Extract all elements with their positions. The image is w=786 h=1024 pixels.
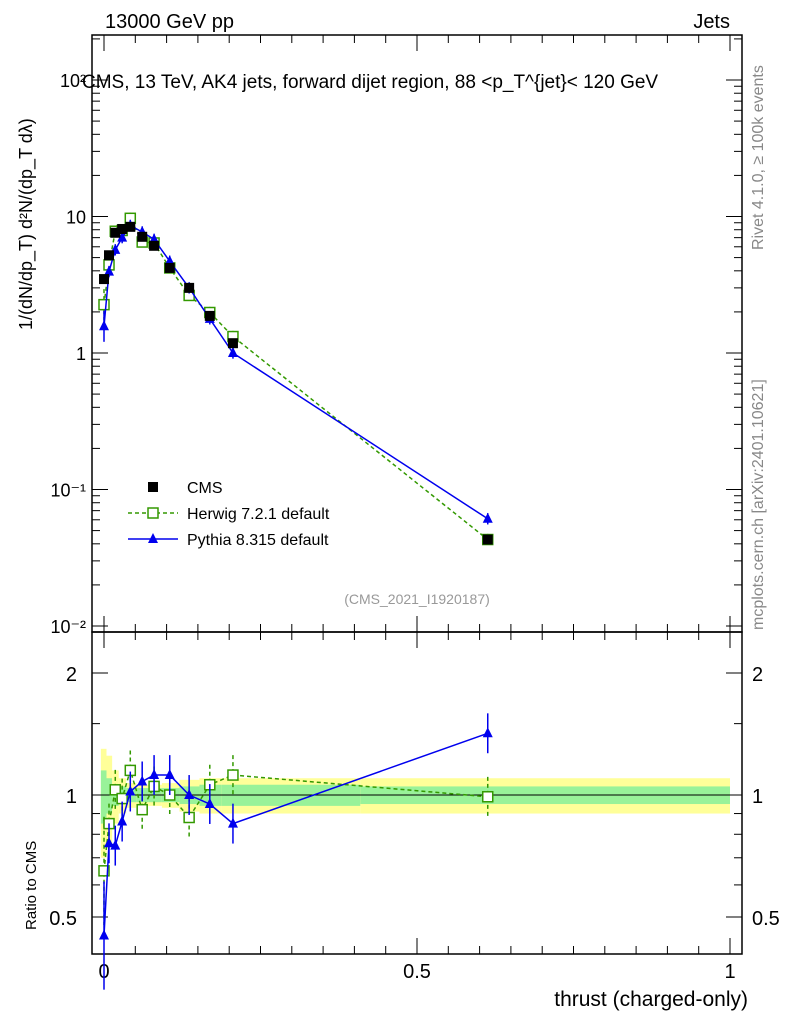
ratio-tick-label: 2 <box>66 664 77 686</box>
ratio-ylabel: Ratio to CMS <box>23 841 40 930</box>
herwig-point <box>109 784 122 796</box>
cms-point <box>149 240 160 251</box>
herwig-line <box>103 216 489 541</box>
cms-point <box>125 221 136 232</box>
cms-point <box>227 338 238 349</box>
legend-label-pythia: Pythia 8.315 default <box>187 532 329 549</box>
herwig-point <box>227 769 239 781</box>
ratio-tick-label: 0.5 <box>49 908 77 930</box>
y-tick-label: 10⁻² <box>50 617 86 637</box>
pythia-point <box>99 320 109 331</box>
cms-point <box>164 262 175 273</box>
y-tick-label: 10 <box>66 208 86 228</box>
cms-point <box>110 227 121 238</box>
y-tick-label: 1 <box>76 344 86 364</box>
analysis-annotation: (CMS_2021_I1920187) <box>344 591 490 607</box>
ratio-tick-label-right: 0.5 <box>752 908 780 930</box>
pythia-point <box>184 789 195 799</box>
cms-point <box>204 310 215 321</box>
cms-point <box>104 250 115 261</box>
y-tick-label: 10⁻¹ <box>50 481 86 501</box>
pythia-point <box>227 347 238 357</box>
pythia-point <box>125 785 136 796</box>
herwig-point <box>98 298 110 311</box>
mcplots-label: mcplots.cern.ch [arXiv:2401.10621] <box>750 379 767 630</box>
herwig-line <box>103 767 488 871</box>
cms-point <box>184 282 195 293</box>
header-right: Jets <box>693 11 730 33</box>
pythia-point <box>164 769 175 780</box>
pythia-point <box>104 837 115 848</box>
x-tick-label: 0.5 <box>403 961 431 983</box>
pythia-point <box>204 798 215 809</box>
ratio-tick-label-right: 1 <box>752 786 763 808</box>
legend-herwig-marker <box>147 507 159 519</box>
pythia-point <box>117 231 128 242</box>
legend-cms-marker <box>148 482 158 492</box>
herwig-point <box>481 791 494 803</box>
pythia-point <box>104 265 115 276</box>
cms-point <box>482 534 493 545</box>
ratio-tick-label-right: 2 <box>752 664 763 686</box>
x-tick-label: 1 <box>724 961 735 983</box>
pythia-point <box>110 839 121 850</box>
pythia-point <box>482 727 493 738</box>
pythia-point <box>227 817 238 828</box>
pythia-point <box>164 255 175 266</box>
main-title: CMS, 13 TeV, AK4 jets, forward dijet reg… <box>82 72 658 93</box>
rivet-label: Rivet 4.1.0, ≥ 100k events <box>750 65 767 250</box>
pythia-point <box>99 929 109 940</box>
pythia-point <box>137 775 148 786</box>
pythia-point <box>482 512 493 523</box>
y-tick-label: 10² <box>60 71 86 91</box>
main-ylabel: 1/(dN/dp_T) d²N/(dp_T dλ) <box>16 118 37 330</box>
pythia-point <box>149 769 160 780</box>
legend-label-herwig: Herwig 7.2.1 default <box>187 506 330 523</box>
stat-uncertainty-band <box>100 770 107 824</box>
pythia-point <box>117 815 128 826</box>
header-left: 13000 GeV pp <box>105 11 234 33</box>
herwig-point <box>136 803 148 816</box>
pythia-line <box>103 224 489 520</box>
legend-pythia-marker <box>148 533 158 543</box>
herwig-point <box>98 865 110 877</box>
stat-uncertainty-band <box>106 778 113 814</box>
cms-point <box>137 231 148 242</box>
xlabel: thrust (charged-only) <box>554 988 748 1011</box>
pythia-line <box>103 732 488 936</box>
cms-point <box>99 274 109 285</box>
legend-label-cms: CMS <box>187 480 223 497</box>
ratio-tick-label: 1 <box>66 786 77 808</box>
cms-point <box>117 223 128 234</box>
